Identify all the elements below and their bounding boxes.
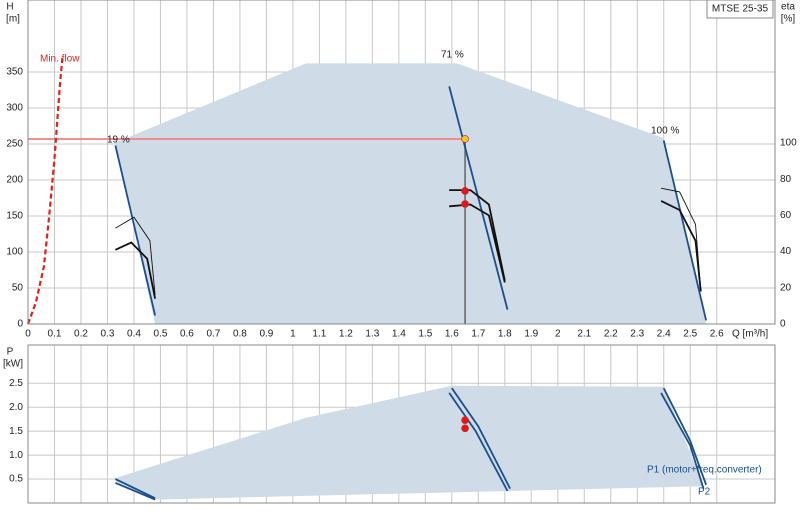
x-tick-label: 2.5 <box>683 329 697 340</box>
y-axis-label: H <box>6 2 13 13</box>
operating-point <box>461 416 469 424</box>
curve <box>662 387 707 486</box>
operating-point <box>461 200 469 208</box>
annotation: 19 % <box>107 135 130 146</box>
y-tick-label: 50 <box>12 283 24 294</box>
curve <box>660 392 705 489</box>
x-axis-label: Q [m³/h] <box>732 329 768 340</box>
x-tick-label: 2 <box>555 329 561 340</box>
annotation: 71 % <box>441 50 464 61</box>
x-tick-label: 2.4 <box>657 329 671 340</box>
curve <box>449 203 506 283</box>
y-tick-label: 350 <box>6 67 23 78</box>
x-tick-label: 2.3 <box>630 329 644 340</box>
y-tick-label: 1.0 <box>9 450 23 461</box>
y-tick-label: 150 <box>6 211 23 222</box>
y-axis-unit: [kW] <box>3 359 23 370</box>
y2-axis-unit: [%] <box>781 14 796 25</box>
curve <box>448 392 509 492</box>
y-tick-label: 2.5 <box>9 378 23 389</box>
x-tick-label: 1.1 <box>312 329 326 340</box>
x-tick-label: 0.1 <box>48 329 62 340</box>
x-tick-label: 0.9 <box>259 329 273 340</box>
y2-tick-label: 60 <box>780 210 792 221</box>
y-tick-label: 0 <box>17 319 23 330</box>
y-tick-label: 0.5 <box>9 474 23 485</box>
x-tick-label: 1.6 <box>445 329 459 340</box>
curve <box>451 387 511 490</box>
annotation: Min. flow <box>40 54 80 65</box>
y-tick-label: 1.5 <box>9 426 23 437</box>
x-tick-label: 2.6 <box>710 329 724 340</box>
y2-axis-label: eta <box>781 2 795 13</box>
y-axis-label: P <box>7 347 14 358</box>
area <box>115 385 704 500</box>
curve <box>662 140 707 321</box>
operating-point <box>461 135 469 143</box>
x-tick-label: 0.5 <box>153 329 167 340</box>
x-tick-label: 0 <box>25 329 31 340</box>
y2-tick-label: 100 <box>780 138 797 149</box>
x-tick-label: 1.8 <box>498 329 512 340</box>
x-tick-label: 2.1 <box>577 329 591 340</box>
x-tick-label: 1.5 <box>418 329 432 340</box>
operating-point <box>461 424 469 433</box>
x-tick-label: 0.3 <box>101 329 115 340</box>
operating-point <box>461 187 469 195</box>
annotation: 100 % <box>651 126 679 137</box>
y2-tick-label: 0 <box>780 319 786 330</box>
curve <box>115 216 156 296</box>
plot-frame <box>27 0 776 325</box>
x-tick-label: 2.2 <box>604 329 618 340</box>
x-tick-label: 1.7 <box>471 329 485 340</box>
y-tick-label: 2.0 <box>9 402 23 413</box>
x-tick-label: 1.9 <box>524 329 538 340</box>
y2-tick-label: 20 <box>780 282 792 293</box>
y-tick-label: 300 <box>6 103 23 114</box>
y-tick-label: 250 <box>6 139 23 150</box>
y2-tick-label: 40 <box>780 246 792 257</box>
x-tick-label: 0.4 <box>127 329 141 340</box>
y-axis-unit: [m] <box>6 14 20 25</box>
x-tick-label: 0.7 <box>206 329 220 340</box>
curve <box>115 478 156 500</box>
curve <box>114 145 156 316</box>
x-tick-label: 1.4 <box>392 329 406 340</box>
x-tick-label: 0.2 <box>74 329 88 340</box>
x-tick-label: 1 <box>290 329 296 340</box>
x-tick-label: 1.3 <box>365 329 379 340</box>
curve <box>448 86 509 310</box>
title-box <box>706 0 774 19</box>
annotation: P2 <box>698 487 711 498</box>
curve <box>26 57 64 325</box>
curve <box>660 200 702 292</box>
curve <box>115 241 156 299</box>
y-tick-label: 200 <box>6 175 23 186</box>
chart-title: MTSE 25-35 <box>712 4 769 15</box>
x-tick-label: 0.8 <box>233 329 247 340</box>
x-tick-label: 0.6 <box>180 329 194 340</box>
annotation: P1 (motor+freq.converter) <box>647 465 762 476</box>
y-tick-label: 100 <box>6 247 23 258</box>
curve <box>449 189 506 281</box>
y2-tick-label: 80 <box>780 174 792 185</box>
area <box>115 63 707 325</box>
plot-frame <box>27 344 776 504</box>
curve <box>115 482 156 501</box>
x-tick-label: 1.2 <box>339 329 353 340</box>
